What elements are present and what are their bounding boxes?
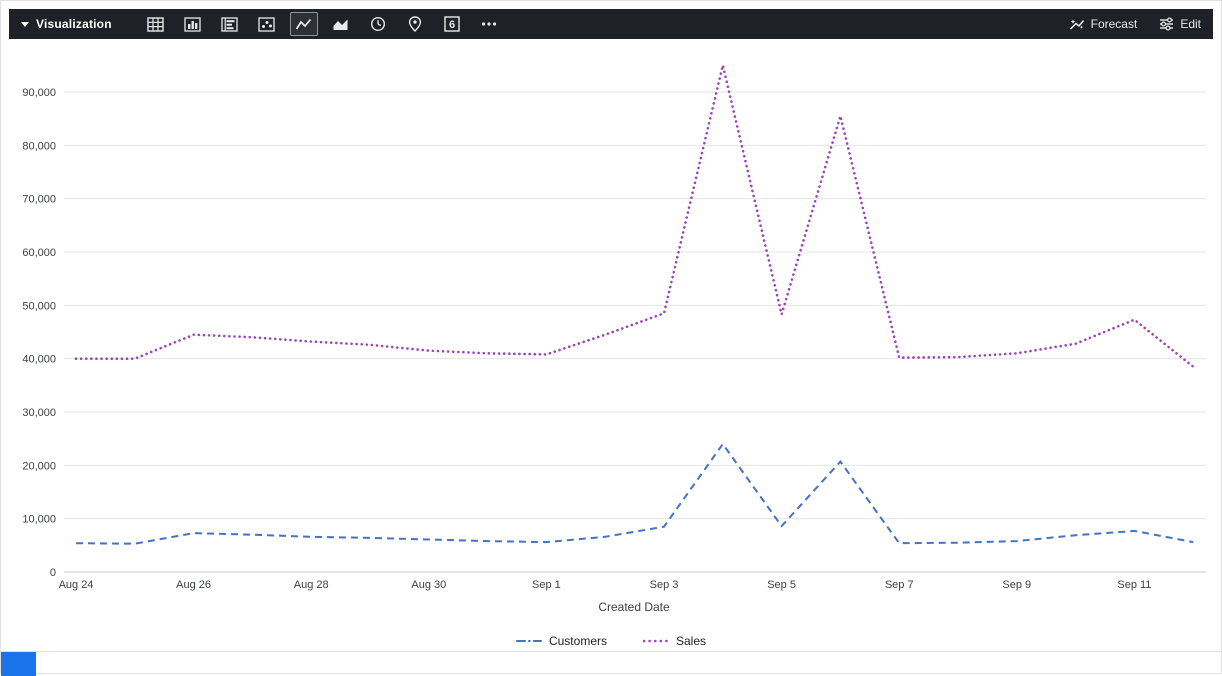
legend-item-sales[interactable]: Sales bbox=[642, 634, 707, 648]
legend-sample bbox=[515, 640, 542, 642]
chevron-down-icon bbox=[21, 21, 29, 27]
legend: Customers Sales bbox=[1, 631, 1221, 651]
svg-text:Sep 11: Sep 11 bbox=[1117, 579, 1151, 591]
svg-text:60,000: 60,000 bbox=[22, 247, 56, 259]
svg-text:Sep 5: Sep 5 bbox=[767, 579, 796, 591]
svg-text:Aug 30: Aug 30 bbox=[411, 579, 446, 591]
map-pin-icon[interactable] bbox=[401, 12, 429, 36]
scatter-icon[interactable] bbox=[253, 12, 281, 36]
legend-sample bbox=[642, 639, 669, 643]
legend-label: Customers bbox=[548, 634, 607, 648]
svg-text:Sep 9: Sep 9 bbox=[1002, 579, 1031, 591]
svg-text:10,000: 10,000 bbox=[22, 514, 56, 526]
clock-icon[interactable] bbox=[364, 12, 392, 36]
table-icon[interactable] bbox=[142, 12, 170, 36]
chart-area: 0 10,000 20,000 30,000 40,000 50,000 60,000 70,… bbox=[1, 39, 1221, 651]
svg-text:Sep 1: Sep 1 bbox=[532, 579, 561, 591]
edit-button[interactable]: Edit bbox=[1159, 17, 1201, 31]
svg-text:Aug 26: Aug 26 bbox=[176, 579, 211, 591]
svg-text:50,000: 50,000 bbox=[22, 300, 56, 312]
svg-text:0: 0 bbox=[50, 567, 56, 579]
forecast-label: Forecast bbox=[1090, 17, 1138, 31]
chart-plot: 0 10,000 20,000 30,000 40,000 50,000 60,000 70,… bbox=[22, 65, 1206, 591]
chart-type-row: 6 bbox=[142, 12, 503, 36]
svg-text:90,000: 90,000 bbox=[22, 87, 56, 99]
bottom-accent bbox=[1, 652, 36, 676]
svg-text:Sep 3: Sep 3 bbox=[650, 579, 679, 591]
svg-text:Sep 7: Sep 7 bbox=[885, 579, 914, 591]
visualization-label: Visualization bbox=[36, 17, 112, 31]
more-icon[interactable] bbox=[475, 12, 503, 36]
svg-text:80,000: 80,000 bbox=[22, 140, 56, 152]
column-chart-icon[interactable] bbox=[179, 12, 207, 36]
legend-label: Sales bbox=[675, 634, 707, 648]
svg-text:20,000: 20,000 bbox=[22, 460, 56, 472]
tune-icon bbox=[1160, 17, 1174, 31]
svg-text:30,000: 30,000 bbox=[22, 407, 56, 419]
x-axis-title: Created Date bbox=[598, 600, 670, 614]
visualization-toolbar: Visualization bbox=[9, 9, 1213, 39]
single-value-icon[interactable]: 6 bbox=[438, 12, 466, 36]
bottom-bar bbox=[1, 651, 1221, 676]
svg-text:Aug 28: Aug 28 bbox=[294, 579, 329, 591]
svg-text:Aug 24: Aug 24 bbox=[59, 579, 94, 591]
forecast-button[interactable]: Forecast bbox=[1069, 17, 1138, 31]
forecast-icon bbox=[1069, 19, 1084, 30]
svg-text:70,000: 70,000 bbox=[22, 194, 56, 206]
legend-item-customers[interactable]: Customers bbox=[515, 634, 607, 648]
area-chart-icon[interactable] bbox=[327, 12, 355, 36]
svg-text:40,000: 40,000 bbox=[22, 354, 56, 366]
visualization-menu[interactable]: Visualization bbox=[21, 17, 112, 31]
line-chart-icon[interactable] bbox=[289, 12, 318, 36]
svg-text:6: 6 bbox=[449, 19, 455, 31]
edit-label: Edit bbox=[1180, 17, 1201, 31]
bar-chart-icon[interactable] bbox=[216, 12, 244, 36]
